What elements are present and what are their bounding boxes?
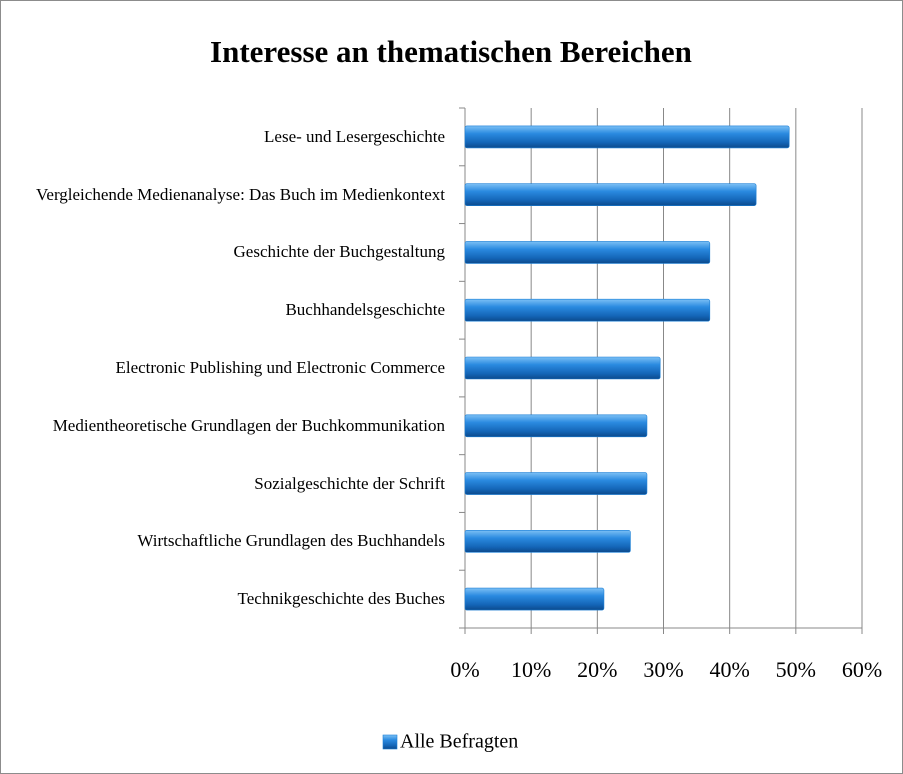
chart-title: Interesse an thematischen Bereichen	[210, 34, 692, 69]
x-tick-label: 30%	[643, 657, 683, 682]
bar	[464, 530, 631, 553]
x-tick-label: 40%	[710, 657, 750, 682]
legend-marker	[382, 734, 398, 750]
y-tick-label: Geschichte der Buchgestaltung	[233, 242, 446, 262]
y-tick-label: Wirtschaftliche Grundlagen des Buchhande…	[137, 531, 445, 551]
bar	[464, 356, 661, 380]
x-tick-label: 20%	[577, 657, 617, 682]
bar	[464, 241, 711, 264]
x-tick-label: 50%	[776, 657, 816, 682]
bar	[464, 298, 711, 322]
bar	[464, 125, 790, 149]
legend-label: Alle Befragten	[400, 731, 518, 753]
y-tick-label: Vergleichende Medienanalyse: Das Buch im…	[36, 184, 445, 204]
x-tick-label: 0%	[450, 657, 479, 682]
x-tick-label: 60%	[842, 657, 882, 682]
y-tick-label: Sozialgeschichte der Schrift	[254, 473, 445, 493]
y-tick-label: Buchhandelsgeschichte	[285, 300, 445, 320]
bar	[464, 414, 648, 438]
y-tick-label: Lese- und Lesergeschichte	[264, 126, 445, 146]
y-tick-label: Medientheoretische Grundlagen der Buchko…	[52, 415, 445, 435]
y-tick-label: Technikgeschichte des Buches	[237, 589, 445, 609]
x-tick-label: 10%	[511, 657, 551, 682]
y-tick-label: Electronic Publishing und Electronic Com…	[115, 358, 445, 377]
bar	[464, 183, 757, 206]
bar	[464, 587, 605, 611]
bar	[464, 472, 648, 495]
